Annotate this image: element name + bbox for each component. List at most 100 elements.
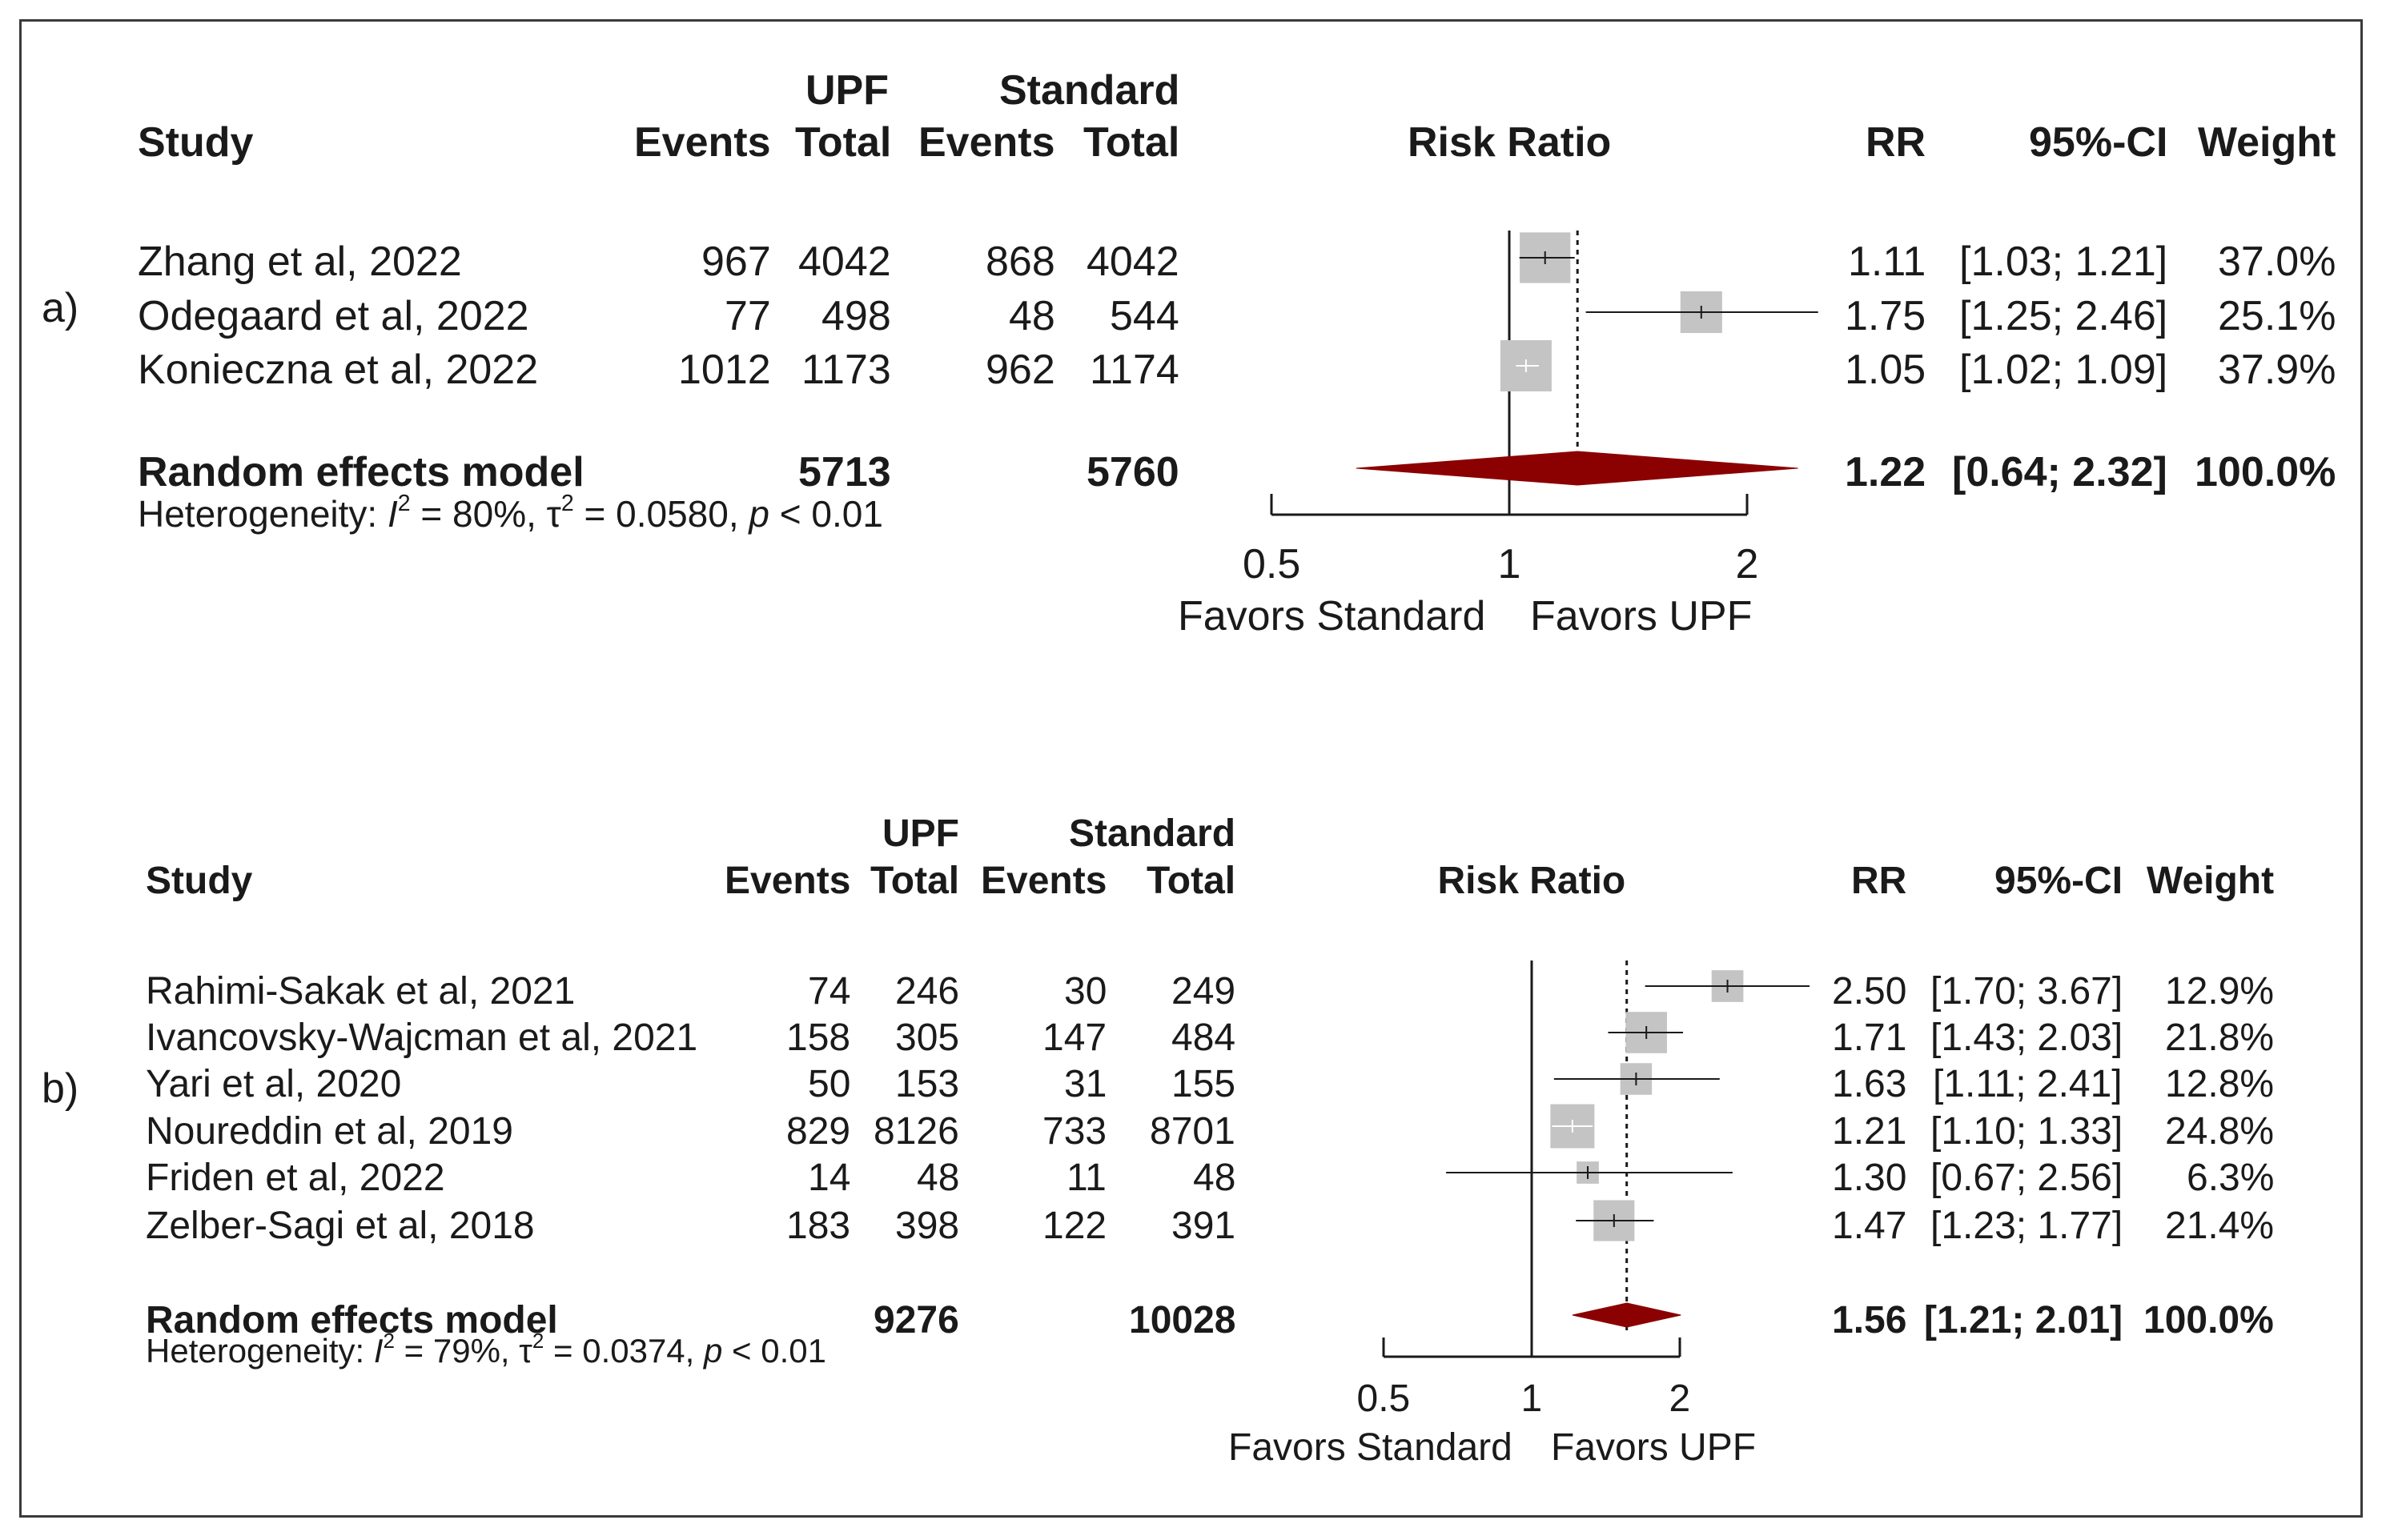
header-weight: Weight: [2147, 859, 2275, 902]
header-upf: UPF: [805, 67, 889, 114]
header-standard: Standard: [999, 67, 1180, 114]
ci-value: [1.02; 1.09]: [1959, 347, 2168, 394]
panel-label: b): [42, 1065, 79, 1113]
header-std-events: Events: [981, 859, 1107, 902]
pooled-ci: [1.21; 2.01]: [1924, 1298, 2123, 1341]
favors-upf-label: Favors UPF: [1551, 1426, 1757, 1469]
std-events: 962: [986, 347, 1055, 394]
header-upf-total: Total: [870, 859, 960, 902]
pooled-rr: 1.22: [1845, 449, 1926, 496]
rr-value: 2.50: [1832, 969, 1907, 1013]
pooled-upf-total: 9276: [874, 1298, 959, 1341]
heterogeneity-part: < 0.01: [722, 1332, 826, 1370]
heterogeneity-part: < 0.01: [769, 493, 883, 535]
heterogeneity-part: Heterogeneity:: [146, 1332, 374, 1370]
study-name: Konieczna et al, 2022: [138, 347, 539, 394]
std-total: 1174: [1090, 347, 1179, 394]
ci-value: [1.43; 2.03]: [1930, 1016, 2123, 1059]
favors-standard-label: Favors Standard: [1178, 593, 1486, 640]
x-tick-label: 1: [1520, 1377, 1543, 1420]
weight-value: 6.3%: [2187, 1156, 2275, 1199]
pooled-weight: 100.0%: [2143, 1298, 2274, 1341]
pooled-rr: 1.56: [1832, 1298, 1907, 1341]
x-tick-label: 1: [1497, 541, 1521, 588]
std-total: 8701: [1150, 1109, 1235, 1153]
upf-events: 74: [808, 969, 851, 1013]
header-rr: RR: [1851, 859, 1907, 902]
std-events: 122: [1042, 1204, 1107, 1247]
study-name: Zhang et al, 2022: [138, 239, 462, 286]
pooled-std-total: 5760: [1087, 449, 1179, 496]
study-name: Yari et al, 2020: [146, 1062, 402, 1105]
std-total: 391: [1171, 1204, 1236, 1247]
weight-value: 21.8%: [2165, 1016, 2275, 1059]
figure-frame: [19, 19, 2363, 1518]
upf-events: 967: [701, 239, 771, 286]
study-name: Noureddin et al, 2019: [146, 1109, 513, 1153]
pooled-label: Random effects model: [146, 1298, 558, 1341]
header-study: Study: [146, 859, 253, 902]
pooled-upf-total: 5713: [798, 449, 891, 496]
heterogeneity-part: I: [373, 1332, 384, 1370]
weight-value: 37.0%: [2218, 239, 2336, 286]
heterogeneity-part: Heterogeneity:: [138, 493, 388, 535]
header-weight: Weight: [2198, 119, 2336, 166]
upf-events: 158: [786, 1016, 851, 1059]
header-upf: UPF: [882, 812, 959, 855]
std-total: 484: [1171, 1016, 1236, 1059]
rr-value: 1.75: [1845, 293, 1926, 340]
rr-value: 1.30: [1832, 1156, 1907, 1199]
header-ci: 95%-CI: [1994, 859, 2123, 902]
heterogeneity-part: = 0.0580,: [573, 493, 749, 535]
header-upf-events: Events: [634, 119, 771, 166]
rr-value: 1.47: [1832, 1204, 1907, 1247]
rr-value: 1.21: [1832, 1109, 1907, 1153]
std-events: 30: [1064, 969, 1107, 1013]
header-standard: Standard: [1069, 812, 1236, 855]
upf-total: 1173: [801, 347, 891, 394]
pooled-diamond: [1356, 451, 1798, 486]
std-events: 31: [1064, 1062, 1107, 1105]
ci-value: [1.70; 3.67]: [1930, 969, 2123, 1013]
std-events: 147: [1042, 1016, 1107, 1059]
upf-events: 77: [725, 293, 771, 340]
std-total: 544: [1110, 293, 1179, 340]
superscript: 2: [560, 491, 574, 517]
header-risk-ratio: Risk Ratio: [1408, 119, 1612, 166]
heterogeneity-part: = 80%,: [410, 493, 547, 535]
std-events: 48: [1009, 293, 1055, 340]
header-risk-ratio: Risk Ratio: [1437, 859, 1626, 902]
upf-total: 246: [895, 969, 960, 1013]
ci-value: [0.67; 2.56]: [1930, 1156, 2123, 1199]
upf-total: 4042: [798, 239, 891, 286]
std-total: 4042: [1087, 239, 1179, 286]
pooled-ci: [0.64; 2.32]: [1952, 449, 2167, 496]
upf-total: 8126: [874, 1109, 959, 1153]
x-tick-label: 2: [1735, 541, 1759, 588]
upf-events: 50: [808, 1062, 851, 1105]
heterogeneity-part: I: [387, 493, 398, 535]
std-events: 733: [1042, 1109, 1107, 1153]
rr-value: 1.63: [1832, 1062, 1907, 1105]
weight-value: 24.8%: [2165, 1109, 2275, 1153]
superscript: 2: [397, 491, 411, 517]
upf-events: 1012: [678, 347, 771, 394]
heterogeneity-part: p: [704, 1332, 723, 1370]
heterogeneity-stats: Heterogeneity: I2 = 79%, τ2 = 0.0374, p …: [146, 1330, 826, 1370]
study-name: Friden et al, 2022: [146, 1156, 445, 1199]
upf-events: 14: [808, 1156, 851, 1199]
superscript: 2: [532, 1329, 544, 1354]
panel-label: a): [42, 285, 79, 332]
header-upf-total: Total: [795, 119, 892, 166]
forest-plot-area: [1382, 960, 1810, 1358]
upf-total: 153: [895, 1062, 960, 1105]
study-name: Zelber-Sagi et al, 2018: [146, 1204, 535, 1247]
favors-upf-label: Favors UPF: [1530, 593, 1753, 640]
study-name: Rahimi-Sakak et al, 2021: [146, 969, 576, 1013]
pooled-weight: 100.0%: [2195, 449, 2336, 496]
header-study: Study: [138, 119, 254, 166]
header-upf-events: Events: [725, 859, 851, 902]
header-std-total: Total: [1147, 859, 1236, 902]
weight-value: 21.4%: [2165, 1204, 2275, 1247]
ci-value: [1.11; 2.41]: [1933, 1062, 2123, 1105]
